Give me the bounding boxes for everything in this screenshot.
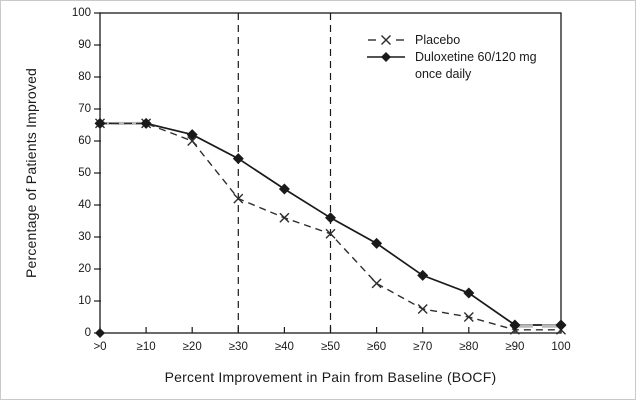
x-tick-label: ≥30 xyxy=(228,341,248,353)
duloxetine-marker-diamond xyxy=(555,319,567,331)
duloxetine-solid-diamond-icon xyxy=(367,51,405,63)
placebo-marker-stroke xyxy=(187,136,198,146)
duloxetine-marker-diamond xyxy=(232,153,244,165)
placebo-marker-stroke xyxy=(371,278,382,289)
legend-row-duloxetine: Duloxetine 60/120 mg xyxy=(367,48,537,65)
placebo-marker-x xyxy=(233,193,244,204)
y-tick-label: 10 xyxy=(78,295,91,307)
placebo-marker-x xyxy=(325,228,336,239)
y-tick-label: 30 xyxy=(78,231,91,243)
placebo-marker-stroke xyxy=(233,193,244,204)
x-tick-label: 100 xyxy=(551,341,571,353)
placebo-marker-x xyxy=(279,212,290,223)
placebo-marker-stroke xyxy=(463,312,474,322)
y-tick-label: 100 xyxy=(71,7,91,19)
placebo-marker-stroke xyxy=(279,212,290,223)
x-tick-label: ≥80 xyxy=(459,341,479,353)
duloxetine-marker-diamond xyxy=(186,129,198,141)
placebo-marker-x xyxy=(371,278,382,289)
legend-label-duloxetine: Duloxetine 60/120 mg xyxy=(415,49,537,64)
placebo-marker-x xyxy=(417,304,428,314)
duloxetine-marker-diamond xyxy=(94,117,106,129)
x-tick-label: ≥40 xyxy=(274,341,294,353)
placebo-marker-stroke xyxy=(325,228,336,239)
x-tick-label: >0 xyxy=(93,341,107,353)
y-tick-label: 70 xyxy=(78,103,91,115)
placebo-marker-stroke xyxy=(417,304,428,314)
legend-label-duloxetine-cont: once daily xyxy=(415,66,472,81)
duloxetine-marker-diamond xyxy=(509,319,521,331)
origin-marker xyxy=(95,328,105,338)
y-tick-label: 50 xyxy=(78,167,91,179)
x-tick-label: ≥60 xyxy=(367,341,387,353)
y-axis-title: Percentage of Patients Improved xyxy=(23,67,39,279)
x-tick-label: ≥90 xyxy=(505,341,525,353)
x-tick-label: ≥20 xyxy=(182,341,202,353)
y-tick-label: 0 xyxy=(84,327,91,339)
duloxetine-marker-diamond xyxy=(463,287,475,299)
duloxetine-marker-diamond xyxy=(278,183,290,195)
y-tick-label: 60 xyxy=(78,135,91,147)
duloxetine-marker-diamond xyxy=(371,237,383,249)
placebo-marker-x xyxy=(463,312,474,322)
y-tick-label: 40 xyxy=(78,199,91,211)
legend-spacer xyxy=(367,68,405,80)
y-tick-label: 20 xyxy=(78,263,91,275)
legend-row-duloxetine-cont: once daily xyxy=(367,65,537,82)
legend: Placebo Duloxetine 60/120 mg once daily xyxy=(367,31,537,82)
legend-label-placebo: Placebo xyxy=(415,32,461,47)
y-tick-label: 80 xyxy=(78,71,91,83)
x-tick-label: ≥70 xyxy=(413,341,433,353)
duloxetine-marker-diamond xyxy=(417,269,429,281)
x-tick-label: ≥10 xyxy=(136,341,156,353)
duloxetine-marker-diamond xyxy=(325,212,336,224)
y-tick-label: 90 xyxy=(78,39,91,51)
legend-row-placebo: Placebo xyxy=(367,31,537,48)
placebo-dashed-x-icon xyxy=(367,34,405,46)
x-tick-label: ≥50 xyxy=(320,341,341,353)
x-axis-title: Percent Improvement in Pain from Baselin… xyxy=(164,369,497,385)
duloxetine-marker-diamond xyxy=(140,117,152,129)
placebo-line xyxy=(100,122,561,331)
placebo-marker-x xyxy=(187,136,198,146)
